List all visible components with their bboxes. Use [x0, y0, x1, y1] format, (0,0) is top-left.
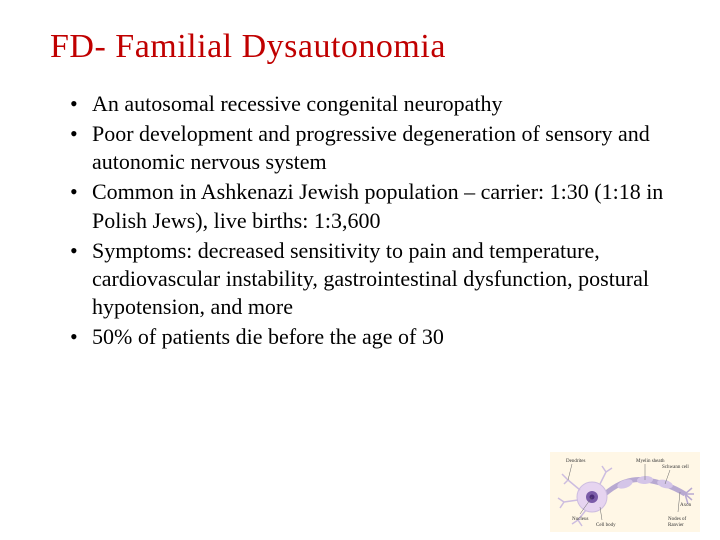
svg-text:Dendrites: Dendrites [566, 459, 585, 464]
svg-text:Ranvier: Ranvier [668, 523, 684, 528]
svg-text:Cell body: Cell body [596, 523, 616, 528]
svg-text:Schwann cell: Schwann cell [662, 465, 689, 470]
slide-title: FD- Familial Dysautonomia [50, 28, 670, 66]
slide-container: FD- Familial Dysautonomia An autosomal r… [0, 0, 720, 351]
bullet-item: Common in Ashkenazi Jewish population – … [74, 178, 670, 234]
svg-text:Nodes of: Nodes of [668, 517, 687, 522]
bullet-item: 50% of patients die before the age of 30 [74, 323, 670, 351]
bullet-item: Symptoms: decreased sensitivity to pain … [74, 237, 670, 321]
bullet-list: An autosomal recessive congenital neurop… [50, 90, 670, 351]
svg-text:Nucleus: Nucleus [572, 517, 588, 522]
neuron-diagram-icon: Dendrites Nucleus Cell body Myelin sheat… [550, 452, 700, 532]
svg-text:Axon: Axon [680, 503, 692, 508]
bullet-item: Poor development and progressive degener… [74, 120, 670, 176]
svg-text:Myelin sheath: Myelin sheath [636, 459, 665, 464]
bullet-item: An autosomal recessive congenital neurop… [74, 90, 670, 118]
